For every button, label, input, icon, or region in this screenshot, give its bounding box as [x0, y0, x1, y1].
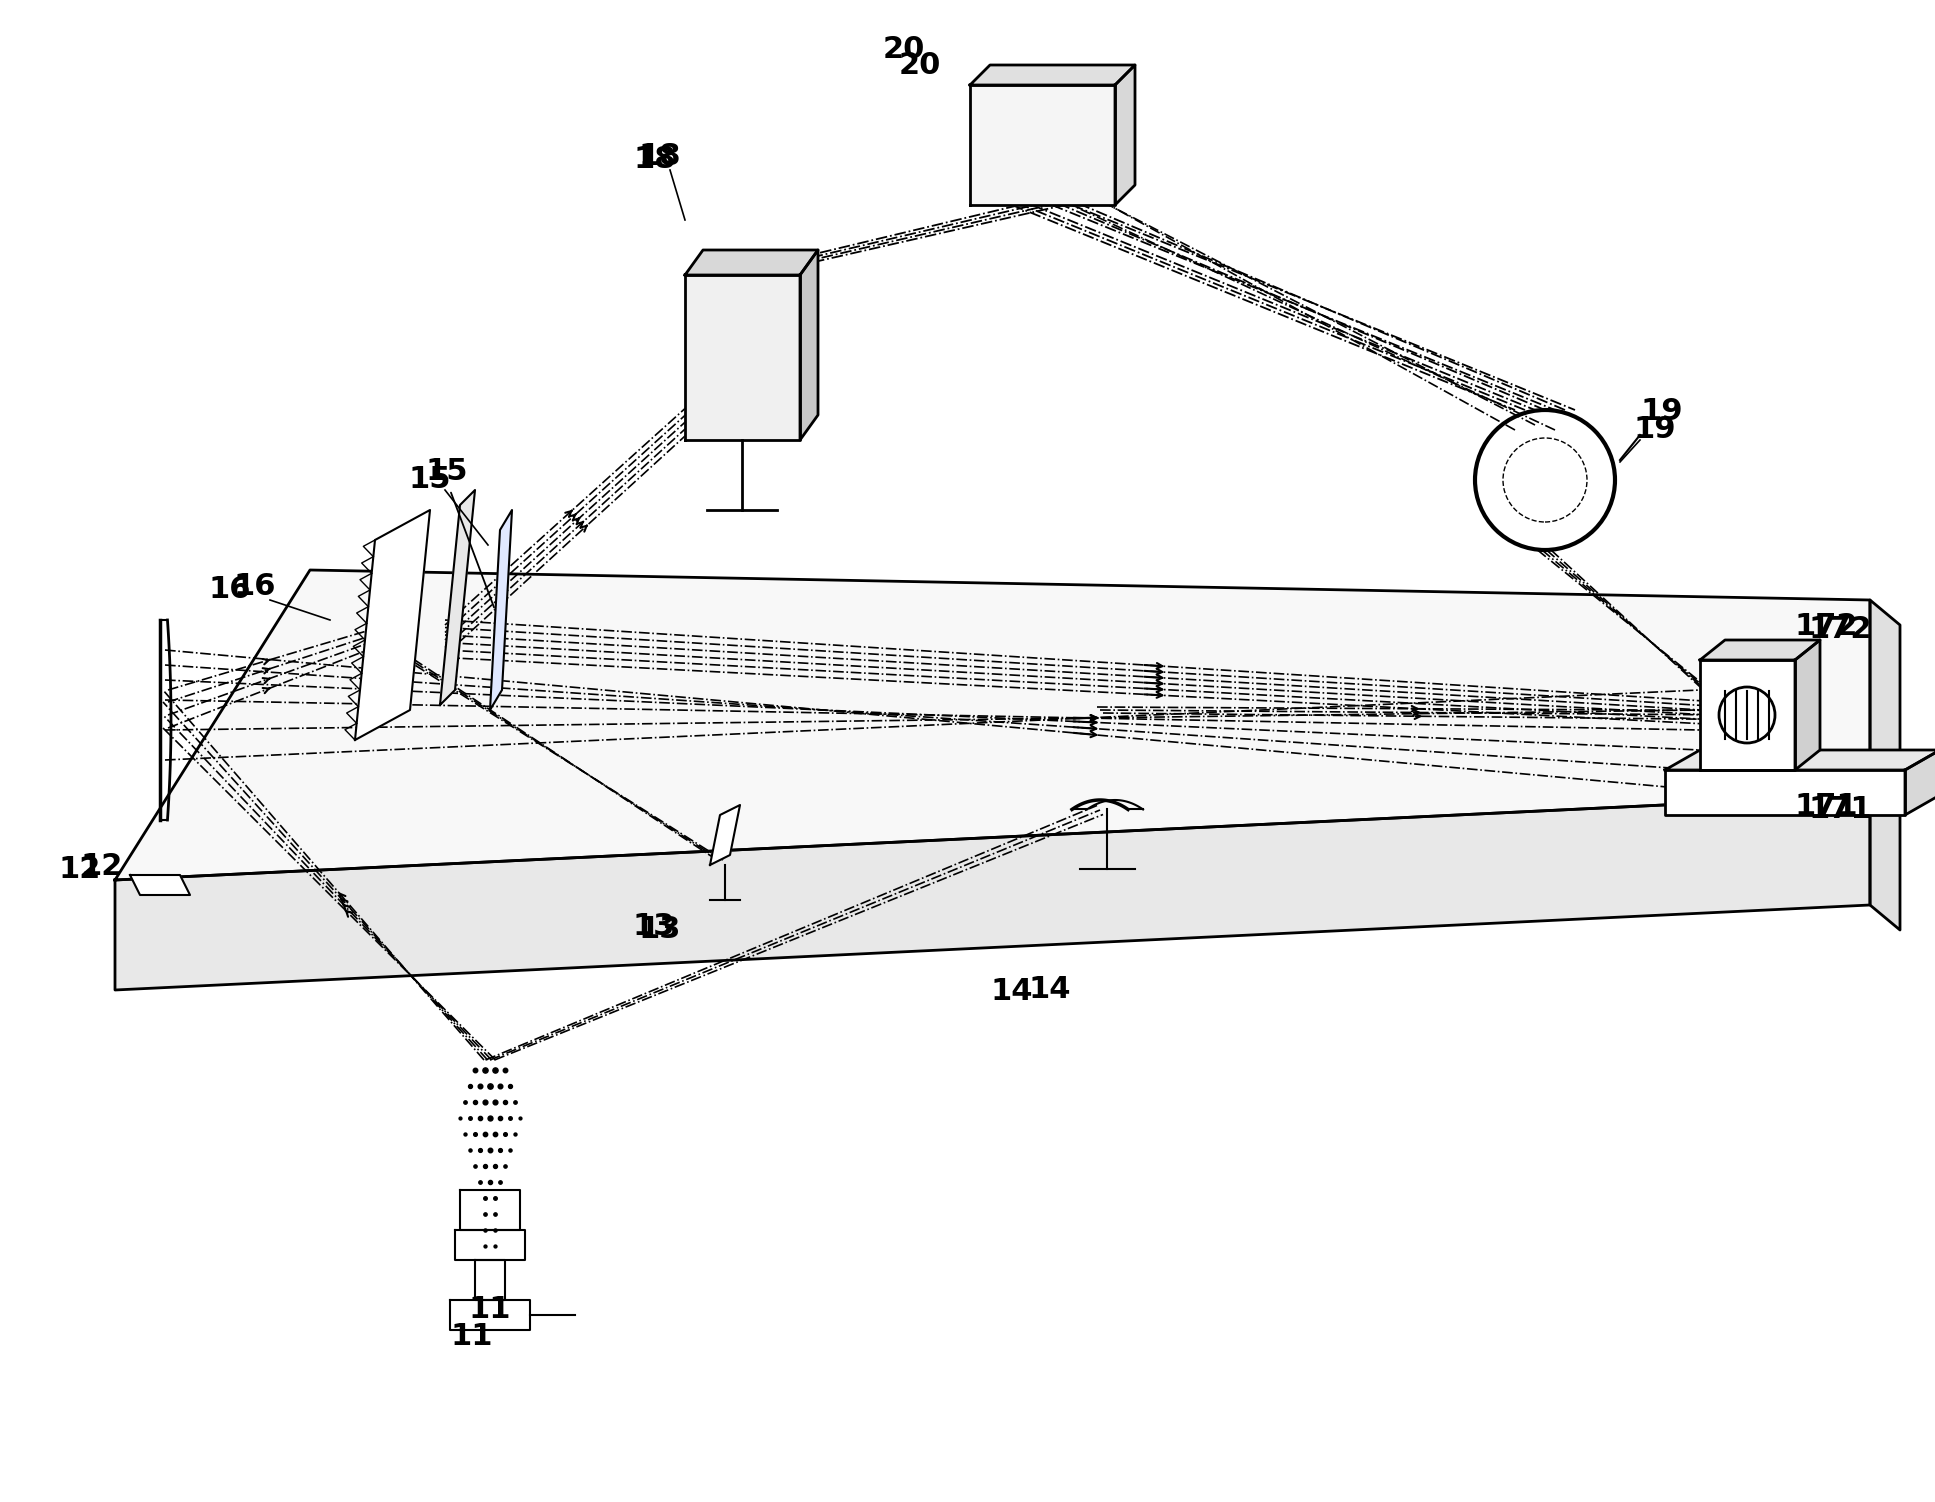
Polygon shape	[1664, 771, 1904, 816]
Polygon shape	[1904, 749, 1935, 816]
Text: 15: 15	[426, 457, 468, 487]
Text: 14: 14	[991, 976, 1033, 1006]
Text: 18: 18	[635, 146, 675, 174]
Polygon shape	[114, 569, 1869, 880]
Text: 14: 14	[1029, 975, 1072, 1005]
Polygon shape	[685, 249, 819, 275]
Polygon shape	[1796, 640, 1821, 771]
Text: 20: 20	[900, 51, 940, 80]
Text: 11: 11	[451, 1322, 493, 1350]
Text: 13: 13	[633, 912, 675, 940]
Polygon shape	[439, 490, 474, 704]
Polygon shape	[1701, 659, 1796, 771]
Text: 15: 15	[408, 466, 451, 494]
Text: 16: 16	[209, 575, 252, 604]
Text: 16: 16	[232, 572, 275, 601]
Polygon shape	[710, 805, 739, 865]
Polygon shape	[114, 795, 1869, 990]
Polygon shape	[1701, 640, 1821, 659]
Polygon shape	[1115, 65, 1136, 204]
Text: 171: 171	[1807, 796, 1871, 825]
Polygon shape	[461, 1190, 521, 1230]
Text: 13: 13	[639, 916, 681, 945]
Text: 20: 20	[882, 35, 925, 65]
Polygon shape	[455, 1230, 524, 1260]
Text: 172: 172	[1796, 611, 1858, 641]
Text: 172: 172	[1807, 616, 1871, 644]
Polygon shape	[490, 511, 513, 710]
Polygon shape	[969, 86, 1115, 204]
Polygon shape	[451, 1301, 530, 1329]
Text: 12: 12	[58, 856, 101, 885]
Polygon shape	[354, 511, 430, 740]
Polygon shape	[1869, 599, 1900, 930]
Polygon shape	[799, 249, 819, 440]
Polygon shape	[1664, 749, 1935, 771]
Polygon shape	[130, 876, 190, 895]
Text: 12: 12	[79, 852, 122, 882]
Text: 18: 18	[639, 143, 681, 171]
Circle shape	[1718, 686, 1774, 743]
Text: 19: 19	[1641, 397, 1683, 427]
Text: 19: 19	[1633, 416, 1676, 445]
Polygon shape	[969, 65, 1136, 86]
Text: 171: 171	[1796, 792, 1860, 822]
Polygon shape	[474, 1260, 505, 1301]
Text: 11: 11	[468, 1296, 511, 1325]
Polygon shape	[685, 275, 799, 440]
